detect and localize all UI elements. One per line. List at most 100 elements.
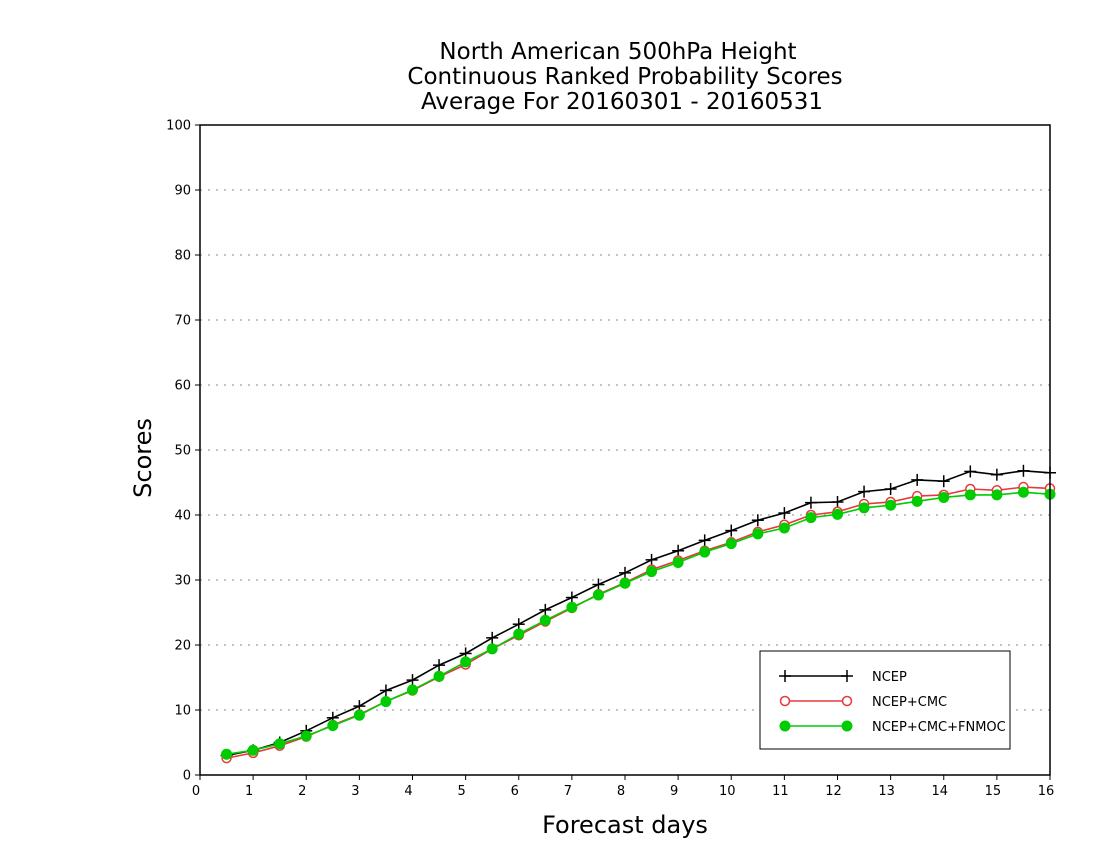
filled-circle-marker bbox=[725, 538, 737, 550]
filled-circle-marker bbox=[433, 670, 445, 682]
y-tick-label: 10 bbox=[174, 704, 191, 719]
filled-circle-marker bbox=[805, 512, 817, 524]
legend-items bbox=[779, 670, 853, 732]
filled-circle-marker bbox=[1017, 486, 1029, 498]
title-line-2: Continuous Ranked Probability Scores bbox=[407, 64, 842, 90]
plus-marker bbox=[512, 618, 525, 631]
x-tick-label: 3 bbox=[351, 784, 359, 799]
series-line-ncep bbox=[226, 469, 1051, 757]
filled-circle-marker bbox=[646, 566, 658, 578]
open-circle-marker bbox=[841, 695, 853, 707]
y-tick-label: 40 bbox=[174, 509, 191, 524]
x-tick-label: 13 bbox=[878, 784, 895, 799]
legend-label-ncep-cmc: NCEP+CMC bbox=[872, 695, 947, 710]
filled-circle-marker bbox=[247, 744, 259, 756]
filled-circle-marker bbox=[327, 720, 339, 732]
y-tick-label: 30 bbox=[174, 574, 191, 589]
plus-marker bbox=[592, 578, 605, 591]
plus-marker bbox=[858, 485, 871, 498]
filled-circle-marker bbox=[221, 748, 233, 760]
plus-marker bbox=[539, 603, 552, 616]
y-tick-label: 70 bbox=[174, 314, 191, 329]
series-ncep bbox=[220, 464, 1056, 762]
plus-marker bbox=[964, 465, 977, 478]
y-axis-ticks: 0 10 20 30 40 50 60 70 80 90 100 bbox=[166, 119, 200, 784]
plot-series bbox=[220, 464, 1056, 764]
filled-circle-marker bbox=[911, 495, 923, 507]
x-tick-label: 4 bbox=[404, 784, 412, 799]
plus-marker bbox=[619, 566, 631, 579]
plus-marker bbox=[804, 496, 817, 509]
x-tick-label: 8 bbox=[617, 784, 625, 799]
plus-marker bbox=[565, 591, 578, 604]
open-circle-marker bbox=[779, 695, 791, 707]
y-tick-label: 80 bbox=[174, 249, 191, 264]
plus-marker bbox=[486, 631, 499, 644]
y-axis-label: Scores bbox=[129, 418, 157, 498]
plus-marker bbox=[779, 670, 791, 682]
filled-circle-marker bbox=[407, 684, 418, 696]
legend-label-ncep: NCEP bbox=[872, 670, 907, 685]
x-tick-label: 0 bbox=[192, 784, 200, 799]
plus-marker bbox=[645, 553, 658, 566]
filled-circle-marker bbox=[486, 643, 498, 655]
filled-circle-marker bbox=[619, 577, 631, 589]
x-tick-label: 6 bbox=[511, 784, 519, 799]
x-tick-label: 16 bbox=[1038, 784, 1055, 799]
legend: NCEP NCEP+CMC NCEP+CMC+FNMOC bbox=[759, 650, 1011, 750]
chart-title: North American 500hPa Height Continuous … bbox=[407, 39, 842, 115]
y-tick-label: 100 bbox=[166, 119, 191, 134]
filled-circle-marker bbox=[460, 656, 472, 668]
title-line-3: Average For 20160301 - 20160531 bbox=[421, 89, 823, 115]
filled-circle-marker bbox=[778, 522, 790, 534]
y-tick-label: 20 bbox=[174, 639, 191, 654]
filled-circle-marker bbox=[964, 489, 976, 501]
filled-circle-marker bbox=[300, 730, 312, 742]
filled-circle-marker bbox=[841, 720, 853, 732]
series-ncep-cmc-fnmoc bbox=[221, 486, 1056, 760]
x-tick-label: 7 bbox=[564, 784, 572, 799]
filled-circle-marker bbox=[779, 720, 791, 732]
x-tick-label: 14 bbox=[931, 784, 948, 799]
y-tick-label: 0 bbox=[183, 769, 191, 784]
filled-circle-marker bbox=[380, 696, 392, 708]
grid bbox=[200, 189, 1050, 711]
x-axis-ticks: 0 1 2 3 4 5 6 7 8 9 10 11 12 13 14 15 16 bbox=[192, 775, 1054, 799]
x-tick-label: 15 bbox=[985, 784, 1002, 799]
plus-marker bbox=[672, 544, 685, 557]
plus-marker bbox=[911, 473, 924, 486]
y-tick-label: 50 bbox=[174, 444, 191, 459]
plus-marker bbox=[884, 483, 897, 495]
filled-circle-marker bbox=[699, 546, 711, 558]
plus-marker bbox=[831, 496, 844, 508]
filled-circle-marker bbox=[991, 489, 1003, 501]
filled-circle-marker bbox=[274, 738, 286, 750]
filled-circle-marker bbox=[539, 614, 551, 626]
x-tick-label: 9 bbox=[670, 784, 678, 799]
legend-box bbox=[759, 650, 1011, 750]
plus-marker bbox=[841, 670, 853, 682]
title-line-1: North American 500hPa Height bbox=[439, 39, 796, 65]
filled-circle-marker bbox=[566, 601, 578, 613]
x-tick-label: 5 bbox=[457, 784, 465, 799]
plus-marker bbox=[751, 514, 764, 527]
x-tick-label: 11 bbox=[772, 784, 789, 799]
y-tick-label: 90 bbox=[174, 184, 191, 199]
x-tick-label: 2 bbox=[298, 784, 306, 799]
plus-marker bbox=[778, 507, 791, 520]
plus-marker bbox=[379, 684, 392, 697]
filled-circle-marker bbox=[938, 491, 950, 503]
filled-circle-marker bbox=[858, 502, 870, 514]
filled-circle-marker bbox=[592, 589, 604, 601]
filled-circle-marker bbox=[353, 709, 365, 721]
plus-marker bbox=[725, 524, 738, 537]
plus-marker bbox=[937, 475, 950, 488]
filled-circle-marker bbox=[513, 628, 525, 640]
filled-circle-marker bbox=[885, 499, 897, 511]
legend-label-ncep-cmc-fnmoc: NCEP+CMC+FNMOC bbox=[872, 720, 1006, 735]
x-tick-label: 1 bbox=[245, 784, 253, 799]
plus-marker bbox=[1017, 464, 1030, 477]
x-tick-label: 10 bbox=[719, 784, 736, 799]
y-tick-label: 60 bbox=[174, 379, 191, 394]
